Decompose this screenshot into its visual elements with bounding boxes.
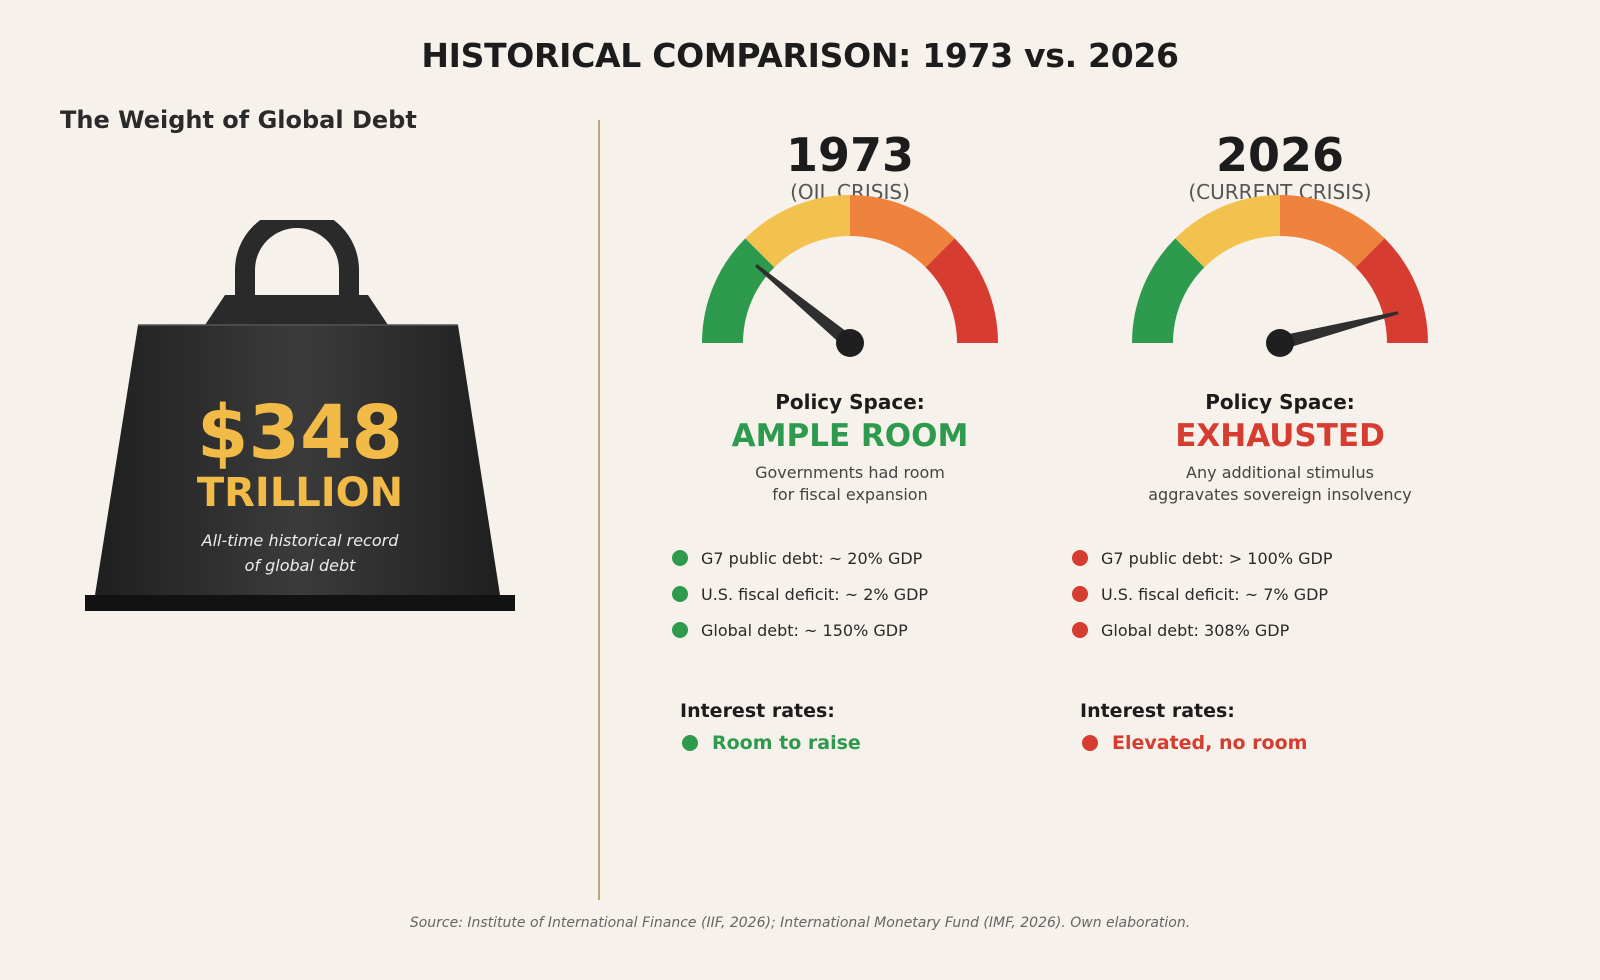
weight-base	[85, 595, 515, 611]
policy-status: AMPLE ROOM	[731, 418, 969, 454]
policy-space-label: Policy Space:	[1205, 390, 1355, 414]
policy-description-line: aggravates sovereign insolvency	[1148, 485, 1412, 504]
weight-handle	[235, 220, 359, 295]
gauge-segment-green	[702, 238, 775, 343]
source-note: Source: Institute of International Finan…	[409, 915, 1191, 931]
indicator-list: G7 public debt: ~ 20% GDP U.S. fiscal de…	[672, 540, 928, 648]
indicator-list: G7 public debt: > 100% GDP U.S. fiscal d…	[1072, 540, 1332, 648]
policy-description-line: for fiscal expansion	[772, 485, 928, 504]
debt-note-line: All-time historical record	[201, 531, 399, 550]
page-title: HISTORICAL COMPARISON: 1973 vs. 2026	[421, 36, 1179, 75]
debt-weight-graphic	[85, 220, 515, 611]
gauge-hub	[836, 329, 864, 357]
policy-description-line: Governments had room	[755, 463, 945, 482]
gauge-hub	[1266, 329, 1294, 357]
section-divider	[598, 120, 600, 900]
green-dot-icon	[672, 550, 688, 566]
gauge-segment-orange	[850, 195, 955, 268]
red-dot-icon	[1072, 586, 1088, 602]
panel-year: 1973	[785, 128, 915, 182]
interest-rates-value: Room to raise	[682, 732, 861, 754]
gauge-segment-orange	[1280, 195, 1385, 268]
interest-rates-label: Interest rates:	[680, 700, 835, 722]
red-dot-icon	[1072, 550, 1088, 566]
green-dot-icon	[672, 586, 688, 602]
gauge-segment-green	[1132, 238, 1205, 343]
indicator-item: U.S. fiscal deficit: ~ 7% GDP	[1072, 576, 1332, 612]
interest-rates-text: Elevated, no room	[1112, 732, 1308, 754]
indicator-item: U.S. fiscal deficit: ~ 2% GDP	[672, 576, 928, 612]
red-dot-icon	[1072, 622, 1088, 638]
interest-rates-label: Interest rates:	[1080, 700, 1235, 722]
debt-note: All-time historical record of global deb…	[85, 528, 515, 578]
policy-status: EXHAUSTED	[1175, 418, 1385, 454]
gauge-segment-red	[925, 238, 998, 343]
weight-shoulder	[205, 295, 388, 325]
policy-gauge	[1132, 195, 1428, 357]
gauge-needle	[755, 264, 855, 349]
panel-year: 2026	[1215, 128, 1345, 182]
gauge-segment-yellow	[1175, 195, 1280, 268]
gauge-segment-yellow	[745, 195, 850, 268]
indicator-item: G7 public debt: ~ 20% GDP	[672, 540, 928, 576]
debt-unit: TRILLION	[196, 470, 404, 516]
indicator-item: Global debt: 308% GDP	[1072, 612, 1332, 648]
indicator-item: G7 public debt: > 100% GDP	[1072, 540, 1332, 576]
debt-amount: $348	[197, 390, 403, 476]
gauge-needle	[1278, 311, 1399, 350]
interest-rates-value: Elevated, no room	[1082, 732, 1307, 754]
weight-body	[95, 325, 500, 595]
policy-gauge	[702, 195, 998, 357]
policy-description-line: Any additional stimulus	[1186, 463, 1374, 482]
green-dot-icon	[672, 622, 688, 638]
indicator-item: Global debt: ~ 150% GDP	[672, 612, 928, 648]
red-dot-icon	[1082, 735, 1098, 751]
policy-description: Any additional stimulus aggravates sover…	[1070, 462, 1490, 506]
green-dot-icon	[682, 735, 698, 751]
debt-note-line: of global debt	[244, 556, 356, 575]
weight-section-heading: The Weight of Global Debt	[60, 106, 417, 134]
policy-space-label: Policy Space:	[775, 390, 925, 414]
gauge-segment-red	[1355, 238, 1428, 343]
policy-description: Governments had room for fiscal expansio…	[640, 462, 1060, 506]
interest-rates-text: Room to raise	[712, 732, 861, 754]
